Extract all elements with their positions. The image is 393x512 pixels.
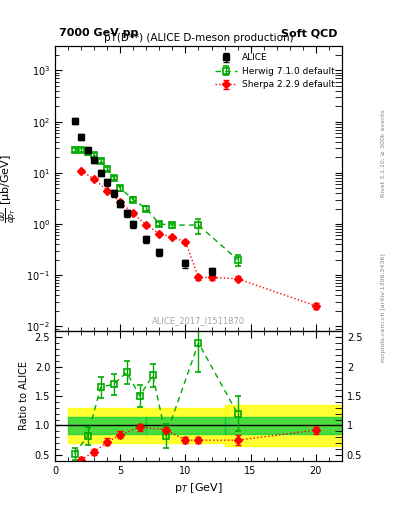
Text: 7000 GeV pp: 7000 GeV pp xyxy=(59,28,138,38)
Y-axis label: $\frac{d\sigma}{dp_T}$ [µb/GeV]: $\frac{d\sigma}{dp_T}$ [µb/GeV] xyxy=(0,154,21,223)
X-axis label: p$_T$ [GeV]: p$_T$ [GeV] xyxy=(174,481,223,495)
Text: Rivet 3.1.10, ≥ 300k events: Rivet 3.1.10, ≥ 300k events xyxy=(381,110,386,198)
Text: mcplots.cern.ch [arXiv:1306.3436]: mcplots.cern.ch [arXiv:1306.3436] xyxy=(381,253,386,361)
Legend: ALICE, Herwig 7.1.0 default, Sherpa 2.2.9 default: ALICE, Herwig 7.1.0 default, Sherpa 2.2.… xyxy=(212,51,338,92)
Title: pT(D**) (ALICE D-meson production): pT(D**) (ALICE D-meson production) xyxy=(104,33,293,42)
Text: ALICE_2017_I1511870: ALICE_2017_I1511870 xyxy=(152,316,245,326)
Text: Soft QCD: Soft QCD xyxy=(281,28,338,38)
Y-axis label: Ratio to ALICE: Ratio to ALICE xyxy=(19,361,29,431)
